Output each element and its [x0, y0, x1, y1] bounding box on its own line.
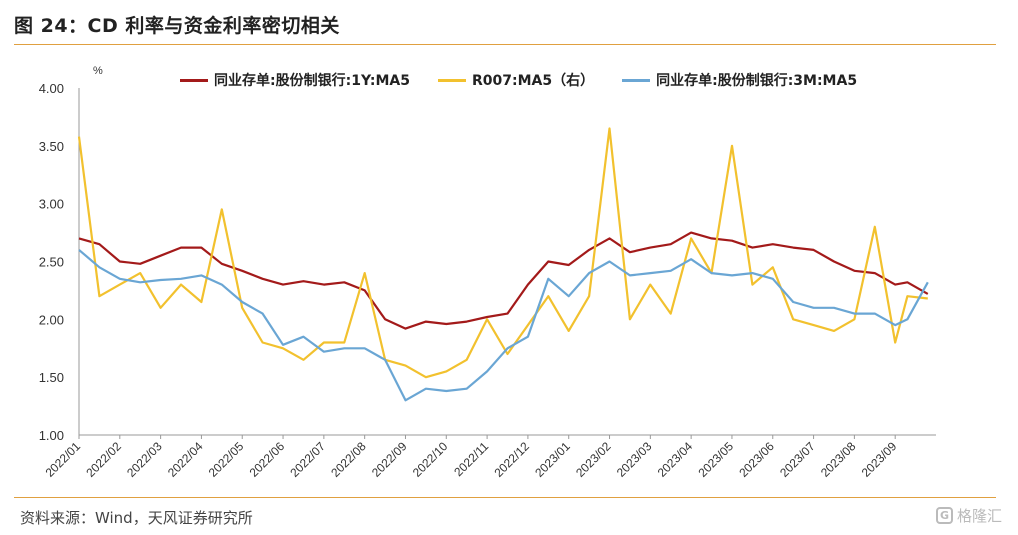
watermark: G 格隆汇: [935, 505, 1002, 526]
chart-legend: 同业存单:股份制银行:1Y:MA5 R007:MA5（右） 同业存单:股份制银行…: [180, 70, 857, 90]
watermark-text: 格隆汇: [956, 507, 1002, 525]
series-line-2: [77, 127, 928, 379]
x-tick-label: 2022/10: [410, 439, 451, 480]
y-tick-label: 1.00: [39, 428, 64, 443]
series-line-3: [78, 249, 929, 402]
series-line-1: [78, 231, 929, 330]
x-tick-label: 2022/09: [369, 439, 410, 480]
x-tick-label: 2023/02: [573, 439, 614, 480]
legend-swatch-3m: [622, 78, 651, 82]
x-tick-label: 2022/02: [83, 439, 124, 480]
legend-item-r007: R007:MA5（右）: [437, 70, 595, 90]
legend-swatch-1y: [180, 78, 208, 82]
x-tick-label: 2022/12: [491, 439, 532, 480]
x-tick-label: 2023/05: [695, 439, 736, 480]
legend-item-1y: 同业存单:股份制银行:1Y:MA5: [180, 70, 410, 90]
bottom-divider: [14, 497, 996, 498]
source-note: 资料来源：Wind，天风证券研究所: [20, 509, 253, 527]
y-tick-label: 3.00: [39, 197, 64, 212]
x-tick-label: 2023/08: [818, 439, 859, 480]
x-tick-label: 2022/04: [165, 439, 206, 480]
legend-swatch-r007: [437, 78, 466, 82]
x-tick-label: 2023/09: [859, 439, 900, 480]
y-tick-label: 2.00: [39, 312, 64, 327]
legend-item-3m: 同业存单:股份制银行:3M:MA5: [622, 70, 857, 90]
x-tick-label: 2023/04: [655, 439, 696, 480]
figure-title: 图 24：CD 利率与资金利率密切相关: [14, 14, 340, 37]
watermark-logo-icon: G: [935, 507, 953, 524]
x-tick-label: 2022/07: [287, 439, 328, 480]
x-tick-label: 2023/07: [777, 439, 818, 480]
x-tick-label: 2022/06: [247, 439, 288, 480]
y-unit-label: %: [93, 65, 103, 77]
x-tick-label: 2023/01: [532, 439, 573, 480]
x-tick-label: 2022/01: [43, 439, 84, 480]
y-tick-label: 4.00: [39, 81, 64, 96]
y-tick-label: 1.50: [39, 370, 64, 385]
x-tick-label: 2022/08: [328, 439, 369, 480]
top-divider: [14, 44, 996, 45]
legend-label-1y: 同业存单:股份制银行:1Y:MA5: [214, 73, 410, 89]
legend-label-r007: R007:MA5（右）: [471, 73, 595, 89]
x-tick-label: 2023/06: [736, 439, 777, 480]
x-tick-label: 2022/03: [124, 439, 165, 480]
x-tick-label: 2023/03: [614, 439, 655, 480]
y-tick-label: 2.50: [39, 255, 64, 270]
x-tick-label: 2022/05: [206, 439, 247, 480]
y-tick-label: 3.50: [39, 139, 64, 154]
figure-title-row: 图 24：CD 利率与资金利率密切相关: [14, 6, 340, 42]
x-tick-label: 2022/11: [451, 439, 491, 479]
legend-label-3m: 同业存单:股份制银行:3M:MA5: [656, 73, 858, 89]
